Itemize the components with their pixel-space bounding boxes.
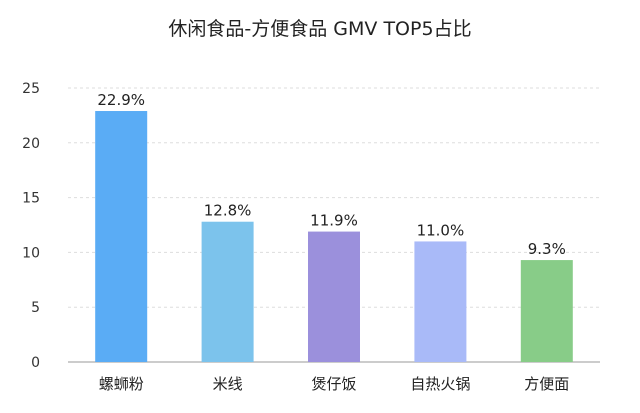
- y-tick-label: 10: [22, 245, 40, 261]
- y-tick-label: 15: [22, 191, 40, 207]
- bar: [414, 241, 467, 362]
- category-label: 螺蛳粉: [99, 375, 144, 393]
- bar: [308, 231, 360, 362]
- category-label: 自热火锅: [410, 375, 470, 393]
- category-label: 方便面: [524, 375, 569, 393]
- y-tick-label: 25: [22, 81, 40, 97]
- chart-title: 休闲食品-方便食品 GMV TOP5占比: [168, 18, 472, 40]
- category-label: 煲仔饭: [311, 375, 356, 393]
- bar: [201, 221, 254, 362]
- category-label: 米线: [213, 375, 243, 393]
- data-labels: 22.9% 12.8% 11.9% 11.0% 9.3%: [97, 91, 565, 258]
- bar: [95, 111, 148, 363]
- data-label: 22.9%: [97, 91, 145, 109]
- y-tick-label: 0: [31, 355, 40, 371]
- data-label: 11.9%: [310, 212, 358, 230]
- data-label: 11.0%: [417, 221, 465, 239]
- y-tick-label: 20: [22, 136, 40, 152]
- bars: [95, 111, 573, 363]
- data-label: 9.3%: [528, 240, 566, 258]
- data-label: 12.8%: [204, 202, 252, 220]
- y-tick-label: 5: [31, 300, 40, 316]
- bar: [520, 260, 573, 362]
- x-axis: 螺蛳粉 米线 煲仔饭 自热火锅 方便面: [99, 375, 570, 393]
